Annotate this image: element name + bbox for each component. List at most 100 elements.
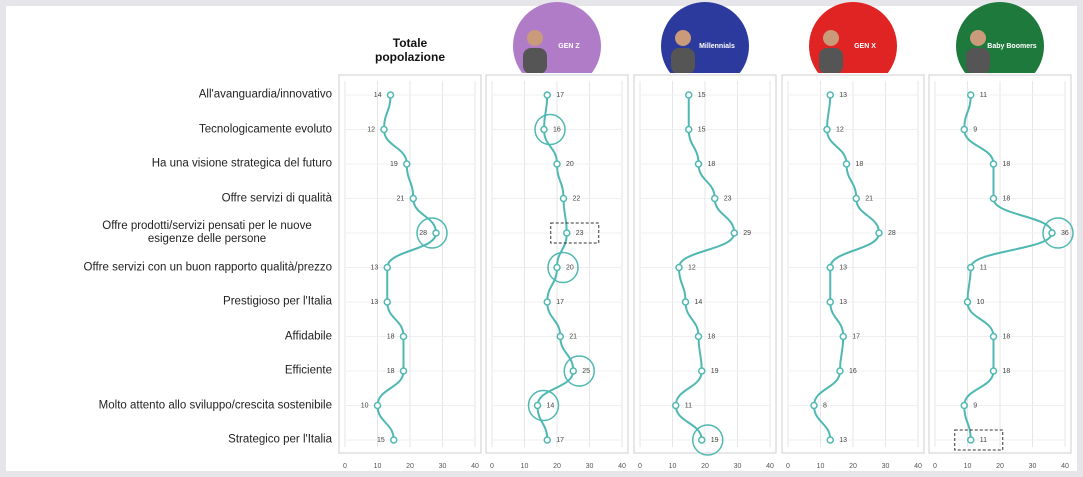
data-label: 17 bbox=[556, 299, 564, 306]
data-label: 18 bbox=[1003, 368, 1011, 375]
point bbox=[373, 401, 382, 410]
data-label: 18 bbox=[1003, 195, 1011, 202]
highlight-circle bbox=[563, 355, 595, 387]
data-label: 28 bbox=[888, 230, 896, 237]
header-label: Baby Boomers bbox=[987, 43, 1037, 50]
point bbox=[823, 125, 831, 134]
point bbox=[543, 91, 551, 99]
point bbox=[989, 160, 998, 168]
point bbox=[540, 125, 548, 134]
data-label: 18 bbox=[1003, 333, 1011, 340]
point bbox=[383, 263, 391, 272]
point bbox=[967, 436, 975, 444]
data-label: 12 bbox=[688, 264, 696, 271]
data-label: 15 bbox=[698, 92, 706, 99]
data-label: 11 bbox=[685, 402, 692, 409]
person-head bbox=[527, 30, 543, 46]
data-label: 14 bbox=[695, 299, 703, 306]
x-tick-label: 30 bbox=[1029, 463, 1037, 470]
data-label: 12 bbox=[367, 126, 375, 133]
data-label: 15 bbox=[377, 437, 385, 444]
data-label: 14 bbox=[547, 402, 555, 409]
header-label: GEN X bbox=[854, 43, 876, 50]
header-label: Millennials bbox=[699, 43, 735, 50]
data-label: 10 bbox=[361, 402, 369, 409]
category-label: All'avanguardia/innovativo bbox=[198, 88, 332, 101]
data-label: 15 bbox=[698, 126, 706, 133]
data-label: 11 bbox=[980, 92, 987, 99]
header-label: GEN Z bbox=[558, 43, 580, 50]
point bbox=[960, 125, 968, 134]
point bbox=[1048, 229, 1056, 237]
point bbox=[556, 332, 564, 341]
data-label: 12 bbox=[836, 126, 844, 133]
x-tick-label: 20 bbox=[849, 463, 857, 470]
person-body bbox=[671, 48, 695, 73]
category-label: Strategico per l'Italia bbox=[228, 433, 332, 446]
data-label: 13 bbox=[839, 92, 847, 99]
point bbox=[533, 401, 542, 410]
x-tick-label: 30 bbox=[439, 463, 447, 470]
point bbox=[553, 160, 561, 168]
person-head bbox=[970, 30, 986, 46]
data-label: 9 bbox=[973, 126, 977, 133]
data-label: 28 bbox=[419, 230, 427, 237]
highlight-circle bbox=[1042, 217, 1074, 249]
x-tick-label: 40 bbox=[1061, 463, 1069, 470]
point bbox=[826, 298, 834, 306]
data-label: 25 bbox=[582, 368, 590, 375]
data-label: 13 bbox=[370, 299, 378, 306]
highlight-box bbox=[954, 429, 1004, 451]
point bbox=[681, 298, 690, 306]
highlight-circle bbox=[527, 389, 560, 422]
point bbox=[967, 91, 975, 99]
point bbox=[989, 194, 998, 203]
data-label: 17 bbox=[556, 437, 564, 444]
point bbox=[694, 332, 703, 341]
x-tick-label: 10 bbox=[521, 463, 529, 470]
highlight-circle bbox=[416, 217, 448, 249]
x-tick-label: 0 bbox=[490, 463, 494, 470]
x-tick-label: 20 bbox=[553, 463, 561, 470]
category-label: Offre prodotti/servizi pensati per le nu… bbox=[102, 220, 312, 245]
point bbox=[672, 401, 680, 410]
category-label: Prestigioso per l'Italia bbox=[223, 295, 332, 308]
data-label: 36 bbox=[1061, 230, 1069, 237]
data-label: 20 bbox=[566, 264, 574, 271]
category-label: Affidabile bbox=[284, 330, 332, 342]
point bbox=[685, 125, 693, 134]
x-tick-label: 10 bbox=[669, 463, 677, 470]
x-tick-label: 0 bbox=[638, 463, 642, 470]
point bbox=[963, 298, 972, 306]
point bbox=[399, 332, 408, 341]
x-tick-label: 40 bbox=[618, 463, 626, 470]
data-label: 16 bbox=[553, 126, 561, 133]
data-label: 19 bbox=[711, 437, 719, 444]
point bbox=[826, 263, 834, 272]
point bbox=[989, 367, 998, 375]
data-label: 18 bbox=[1003, 161, 1011, 168]
person-body bbox=[523, 48, 547, 73]
x-tick-label: 10 bbox=[817, 463, 825, 470]
point bbox=[675, 263, 683, 272]
point bbox=[685, 91, 693, 99]
point bbox=[960, 401, 968, 410]
data-label: 22 bbox=[573, 195, 581, 202]
series-line bbox=[963, 94, 1054, 441]
point bbox=[875, 229, 883, 237]
category-label: Offre servizi di qualità bbox=[221, 192, 332, 204]
x-tick-label: 30 bbox=[586, 463, 594, 470]
person-body bbox=[819, 48, 843, 73]
x-tick-label: 30 bbox=[882, 463, 890, 470]
data-label: 29 bbox=[743, 230, 751, 237]
point bbox=[836, 367, 844, 375]
point bbox=[852, 194, 860, 203]
data-label: 18 bbox=[708, 333, 716, 340]
point bbox=[399, 367, 408, 375]
header-label: Totale popolazione bbox=[375, 36, 445, 64]
x-tick-label: 0 bbox=[786, 463, 790, 470]
point bbox=[698, 367, 706, 375]
point bbox=[403, 160, 411, 168]
x-tick-label: 40 bbox=[766, 463, 774, 470]
